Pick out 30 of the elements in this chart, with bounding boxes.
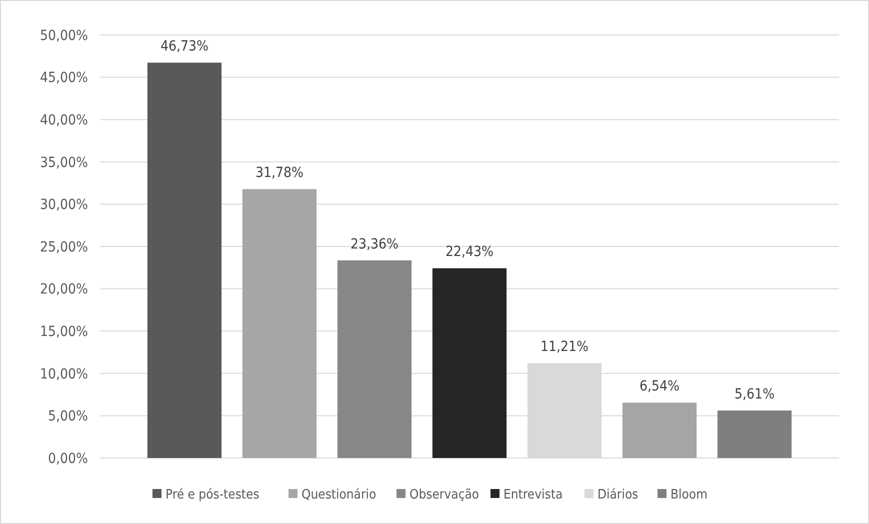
bar (147, 62, 222, 458)
y-tick-label: 25,00% (40, 239, 88, 256)
bar (717, 410, 792, 458)
data-label: 22,43% (445, 244, 494, 260)
y-tick-label: 35,00% (40, 154, 88, 171)
bar (242, 189, 317, 458)
y-tick-label: 50,00% (40, 28, 88, 44)
bar (432, 268, 507, 458)
data-label: 31,78% (255, 165, 304, 182)
y-tick-label: 30,00% (40, 197, 88, 214)
legend-label: Diários (598, 488, 638, 503)
legend-label: Questionário (302, 488, 376, 503)
data-label: 11,21% (540, 339, 589, 356)
y-tick-label: 10,00% (40, 366, 88, 382)
legend-label: Bloom (670, 488, 708, 503)
y-tick-label: 0,00% (48, 450, 88, 467)
y-tick-label: 5,00% (48, 408, 88, 425)
y-tick-label: 45,00% (40, 70, 88, 86)
data-label: 5,61% (734, 386, 775, 403)
legend-label: Entrevista (504, 488, 563, 503)
legend-label: Pré e pós-testes (166, 488, 260, 503)
data-label: 23,36% (350, 236, 399, 252)
y-tick-label: 15,00% (40, 324, 88, 340)
data-label: 6,54% (640, 378, 680, 395)
data-label: 46,73% (160, 38, 208, 55)
bar (622, 402, 697, 458)
legend-label: Observação (410, 488, 480, 503)
y-tick-label: 40,00% (40, 112, 88, 128)
bar (337, 260, 412, 458)
y-tick-label: 20,00% (40, 282, 88, 298)
